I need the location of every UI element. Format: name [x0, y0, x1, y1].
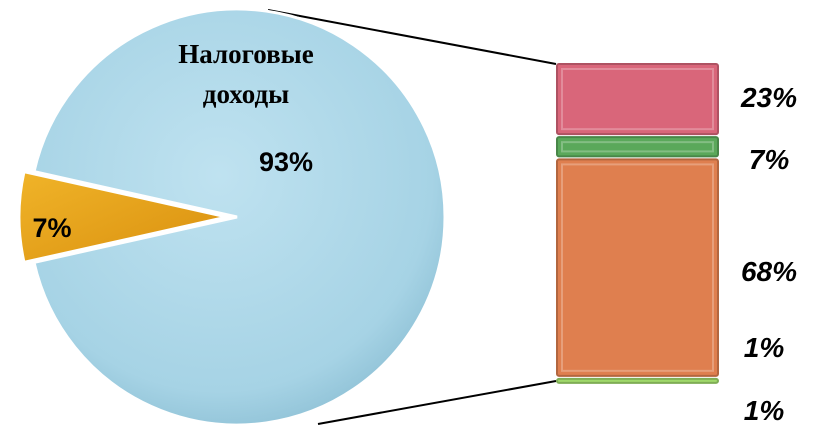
pie-value-label-large: 93%: [259, 147, 313, 177]
bar-segment-2: [556, 136, 719, 158]
stacked-bar: 23% 7% 68% 1% 1%: [556, 63, 797, 426]
bar-segment-3: [556, 158, 719, 377]
connector-line-top: [267, 9, 557, 65]
bar-value-label-2: 7%: [749, 144, 790, 175]
connector-lines: [267, 9, 557, 425]
bar-value-label-5: 1%: [744, 395, 785, 426]
bar-segment-1-bevel: [561, 68, 714, 131]
pie-value-label-small: 7%: [32, 213, 71, 243]
bar-segment-3-bevel: [561, 163, 714, 372]
pie-slice-label: Налоговые доходы: [178, 39, 313, 109]
pie-chart: Налоговые доходы 93% 7%: [17, 7, 447, 427]
bar-segment-2-bevel: [561, 141, 714, 153]
bar-segment-5: [556, 377, 719, 384]
bar-value-label-3: 68%: [741, 256, 797, 287]
connector-line-bottom: [317, 380, 557, 425]
bar-segment-1: [556, 63, 719, 136]
bar-value-label-1: 23%: [740, 82, 797, 113]
bar-value-label-4: 1%: [744, 332, 785, 363]
pie-slice-tax-revenue: [32, 7, 447, 427]
pie-slice-other: [17, 169, 228, 265]
